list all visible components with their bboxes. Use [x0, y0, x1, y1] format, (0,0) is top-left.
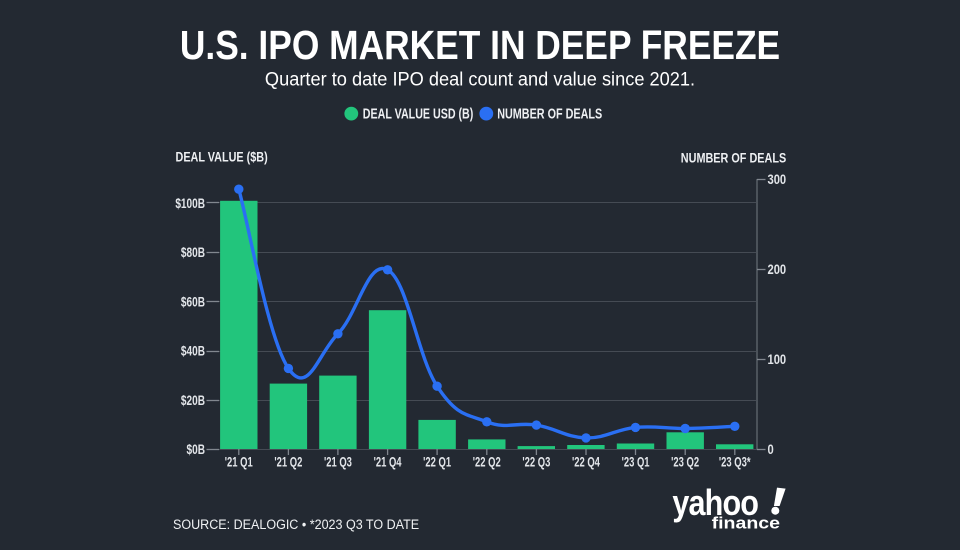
svg-text:'23 Q3*: '23 Q3* [719, 455, 751, 470]
svg-text:DEAL VALUE USD (B): DEAL VALUE USD (B) [363, 104, 474, 121]
svg-text:$40B: $40B [181, 343, 205, 359]
svg-text:300: 300 [768, 172, 787, 187]
svg-text:$20B: $20B [181, 392, 205, 408]
svg-text:'22 Q3: '22 Q3 [522, 455, 550, 470]
svg-text:finance: finance [712, 513, 780, 532]
svg-text:200: 200 [768, 262, 787, 277]
svg-text:$80B: $80B [181, 244, 205, 260]
svg-text:'22 Q4: '22 Q4 [572, 455, 600, 470]
svg-text:NUMBER OF DEALS: NUMBER OF DEALS [497, 105, 602, 122]
svg-text:'21 Q1: '21 Q1 [225, 455, 253, 470]
svg-text:$100B: $100B [175, 195, 205, 211]
svg-text:'22 Q1: '22 Q1 [423, 455, 451, 470]
svg-text:$60B: $60B [181, 294, 205, 310]
svg-text:SOURCE: DEALOGIC • *2023 Q3 TO: SOURCE: DEALOGIC • *2023 Q3 TO DATE [173, 516, 419, 532]
svg-text:100: 100 [768, 352, 787, 367]
svg-text:'21 Q4: '21 Q4 [374, 455, 402, 470]
svg-text:'22 Q2: '22 Q2 [473, 455, 501, 470]
svg-text:'23 Q2: '23 Q2 [671, 455, 699, 470]
svg-text:yahoo: yahoo [672, 484, 758, 524]
svg-text:0: 0 [768, 442, 774, 457]
svg-text:Quarter to date IPO deal count: Quarter to date IPO deal count and value… [265, 68, 695, 90]
svg-text:NUMBER OF DEALS: NUMBER OF DEALS [681, 150, 786, 166]
svg-text:$0B: $0B [187, 442, 206, 458]
svg-text:DEAL VALUE ($B): DEAL VALUE ($B) [176, 149, 268, 165]
svg-text:'21 Q2: '21 Q2 [274, 455, 302, 470]
svg-text:'23 Q1: '23 Q1 [622, 455, 650, 470]
svg-text:'21 Q3: '21 Q3 [324, 455, 352, 470]
svg-text:U.S. IPO MARKET IN DEEP FREEZE: U.S. IPO MARKET IN DEEP FREEZE [180, 24, 780, 69]
